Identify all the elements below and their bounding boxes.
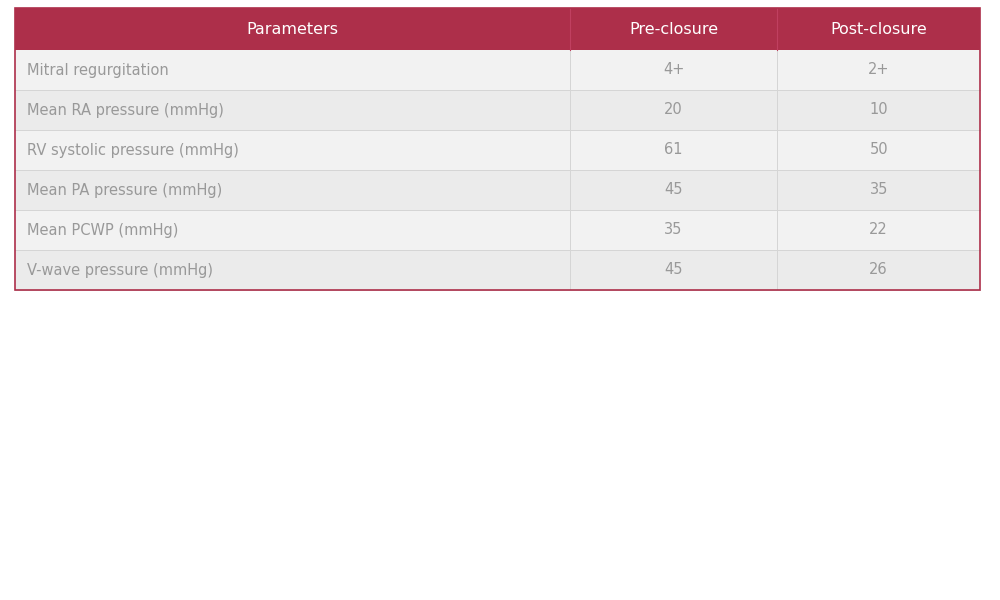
Text: 50: 50 [869, 142, 888, 157]
Bar [15, 130, 980, 170]
Text: 10: 10 [869, 103, 888, 118]
Text: 35: 35 [664, 223, 683, 238]
Bar [15, 8, 980, 50]
Bar [15, 8, 980, 290]
Text: Mean PCWP (mmHg): Mean PCWP (mmHg) [27, 223, 178, 238]
Text: 20: 20 [664, 103, 683, 118]
Text: Mean PA pressure (mmHg): Mean PA pressure (mmHg) [27, 182, 222, 197]
Text: 35: 35 [869, 182, 888, 197]
Text: V-wave pressure (mmHg): V-wave pressure (mmHg) [27, 263, 213, 277]
Text: 61: 61 [664, 142, 683, 157]
Text: Mean RA pressure (mmHg): Mean RA pressure (mmHg) [27, 103, 224, 118]
Text: 26: 26 [869, 263, 888, 277]
Text: Pre-closure: Pre-closure [629, 22, 718, 37]
Text: Parameters: Parameters [246, 22, 338, 37]
Bar [15, 50, 980, 90]
Text: 45: 45 [664, 182, 683, 197]
Bar [15, 210, 980, 250]
Bar [15, 170, 980, 210]
Text: Post-closure: Post-closure [830, 22, 927, 37]
Text: Mitral regurgitation: Mitral regurgitation [27, 62, 169, 77]
Text: 2+: 2+ [868, 62, 889, 77]
Text: RV systolic pressure (mmHg): RV systolic pressure (mmHg) [27, 142, 239, 157]
Bar [15, 250, 980, 290]
Text: 45: 45 [664, 263, 683, 277]
Text: 22: 22 [869, 223, 888, 238]
Bar [15, 90, 980, 130]
Text: 4+: 4+ [663, 62, 684, 77]
